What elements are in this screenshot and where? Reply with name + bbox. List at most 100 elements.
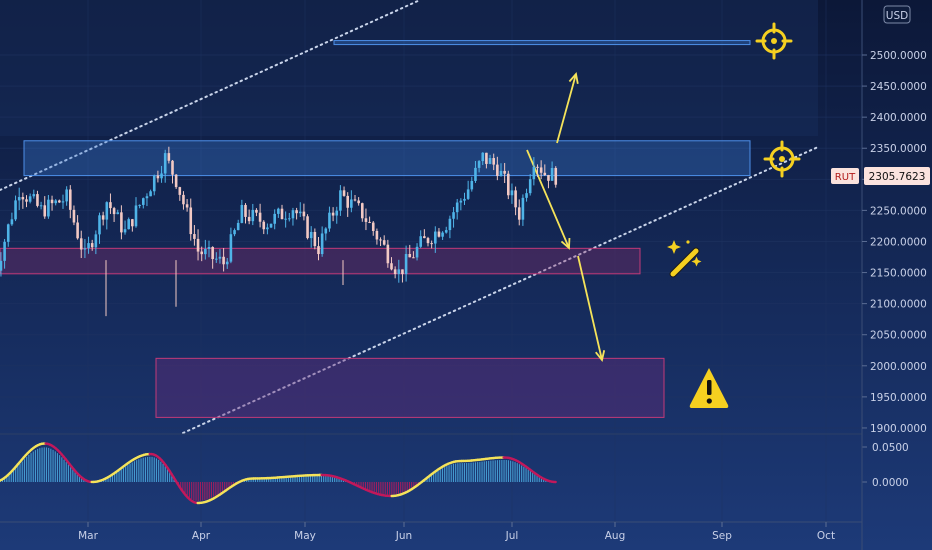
- candle-body: [123, 229, 127, 233]
- candle: [361, 202, 364, 222]
- drawing-layer[interactable]: [0, 0, 819, 434]
- candle: [156, 170, 160, 183]
- candle: [207, 240, 211, 258]
- candle: [14, 195, 17, 222]
- symbol-label: RUT: [835, 172, 856, 183]
- candle-body: [455, 202, 459, 213]
- candle-body: [240, 204, 244, 223]
- candle: [463, 192, 466, 205]
- crosshair-target-icon[interactable]: [755, 22, 793, 60]
- upside-arrow[interactable]: [556, 72, 579, 144]
- candle: [142, 197, 145, 209]
- candle: [58, 199, 61, 203]
- candle-body: [419, 236, 422, 247]
- candle: [240, 199, 244, 224]
- candle: [353, 195, 357, 202]
- candle: [152, 174, 156, 196]
- candle: [167, 146, 171, 164]
- candle: [368, 216, 371, 224]
- y-tick-label: 2450.0000: [870, 81, 927, 93]
- candle: [131, 218, 134, 232]
- candle-body: [105, 202, 109, 220]
- resistance-zone-box[interactable]: [23, 140, 751, 177]
- candle: [485, 152, 488, 169]
- candle-body: [277, 208, 280, 214]
- candle: [160, 165, 163, 183]
- candle: [346, 192, 349, 217]
- support-zone-box[interactable]: [0, 247, 641, 275]
- candle-body: [211, 246, 214, 260]
- candle-body: [430, 243, 433, 245]
- candle: [28, 193, 32, 204]
- candle: [335, 206, 339, 224]
- candle-body: [346, 195, 349, 208]
- lower-channel-line[interactable]: [182, 146, 819, 434]
- candle-body: [350, 199, 353, 208]
- candle: [532, 157, 536, 186]
- candle-body: [481, 152, 485, 162]
- candle-body: [61, 201, 65, 203]
- price-axis[interactable]: 2500.00002450.00002400.00002350.00002300…: [862, 50, 927, 435]
- symbol-tag: [831, 168, 859, 184]
- candle: [76, 215, 79, 240]
- candle-body: [262, 221, 266, 230]
- candle: [123, 220, 127, 235]
- candle-body: [284, 218, 287, 220]
- candle: [470, 176, 474, 192]
- y-tick-label: 1950.0000: [870, 392, 927, 404]
- candle-body: [47, 199, 50, 217]
- candle: [98, 212, 101, 244]
- candle-body: [528, 179, 532, 194]
- wand-sparkle: [686, 240, 690, 244]
- candle: [262, 220, 266, 235]
- candle-body: [339, 190, 342, 211]
- downside-arrow[interactable]: [577, 255, 606, 363]
- x-tick-label: Mar: [78, 530, 98, 542]
- candle: [503, 162, 506, 183]
- macd-y-tick-label: 0.0500: [872, 442, 909, 454]
- candle-body: [72, 209, 76, 223]
- upper-channel-line[interactable]: [0, 0, 421, 191]
- candle-body: [485, 152, 488, 164]
- time-axis[interactable]: Mar Apr May Jun Jul Aug Sep Oct: [78, 522, 835, 542]
- candle-body: [196, 238, 200, 252]
- candle: [474, 160, 477, 183]
- candle-body: [98, 215, 101, 235]
- candle-body: [207, 246, 211, 249]
- upside-target-line[interactable]: [333, 40, 751, 46]
- candle-body: [488, 158, 492, 164]
- y-tick-label: 2500.0000: [870, 50, 927, 62]
- y-tick-label: 2000.0000: [870, 361, 927, 373]
- downside-target-box[interactable]: [155, 357, 665, 418]
- candle: [94, 230, 98, 255]
- candle-body: [17, 197, 21, 201]
- grid-lines: [0, 0, 862, 522]
- candle: [441, 231, 444, 240]
- candle: [204, 239, 207, 260]
- candlestick-series: [0, 146, 558, 317]
- candle: [543, 164, 547, 176]
- currency-tag[interactable]: USD: [883, 5, 911, 24]
- candle: [499, 163, 503, 177]
- channel-shade: [0, 0, 818, 136]
- candle: [109, 193, 112, 214]
- candle: [426, 236, 430, 247]
- candle: [390, 257, 393, 271]
- candle: [0, 252, 3, 277]
- magic-wand-icon[interactable]: [667, 240, 702, 278]
- candle-body: [291, 210, 295, 219]
- warning-icon[interactable]: [689, 368, 729, 408]
- candle: [247, 209, 251, 225]
- x-tick-label: Apr: [192, 530, 211, 542]
- candle-body: [382, 240, 386, 245]
- candle: [134, 197, 138, 228]
- candle: [101, 211, 105, 226]
- candle: [423, 229, 426, 239]
- candle: [280, 204, 284, 220]
- annotations-layer[interactable]: [667, 22, 801, 408]
- candle: [189, 198, 193, 241]
- crosshair-target-icon[interactable]: [763, 140, 801, 178]
- candle-body: [426, 238, 430, 244]
- candle-body: [364, 218, 368, 222]
